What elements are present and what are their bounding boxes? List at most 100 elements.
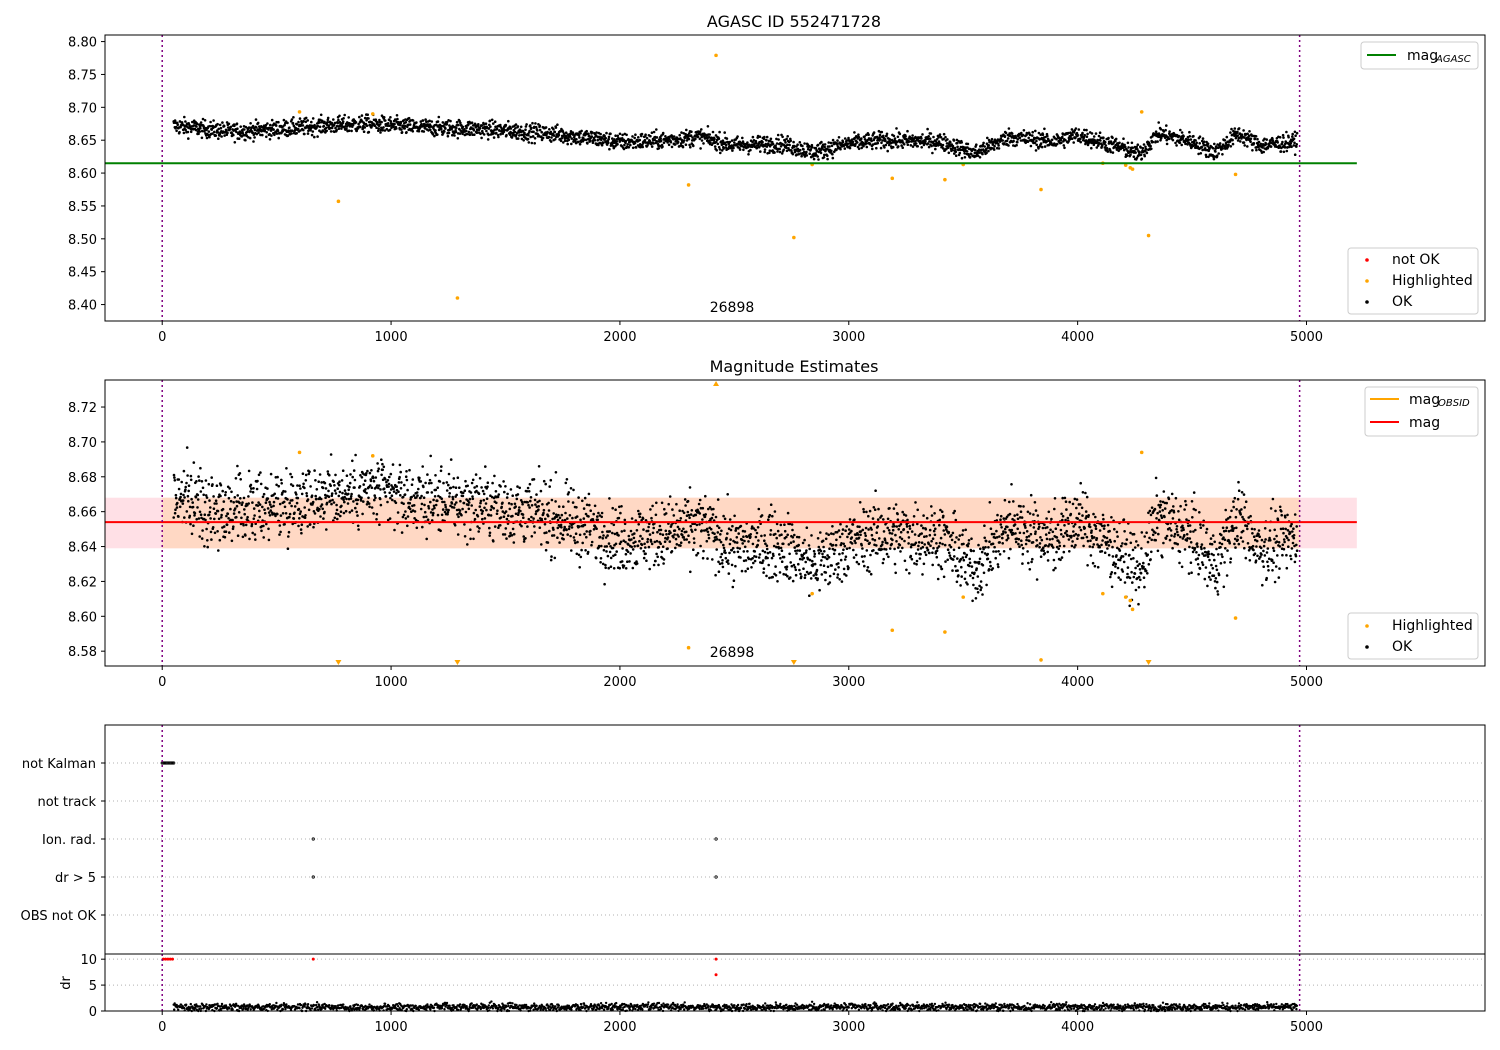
ok-point	[184, 488, 187, 492]
ok-point	[530, 515, 533, 519]
ok-point	[728, 518, 732, 521]
ok-point	[392, 487, 396, 490]
ok-point	[623, 518, 627, 522]
ok-point	[343, 495, 347, 499]
ok-point	[301, 472, 305, 476]
ok-point	[608, 147, 611, 151]
ok-point	[289, 472, 292, 476]
y-tick-label: 8.45	[68, 266, 97, 281]
ok-point	[486, 481, 490, 485]
ok-point	[276, 497, 280, 500]
ok-point	[826, 565, 830, 569]
ok-point	[530, 141, 534, 145]
ok-point	[380, 458, 383, 462]
ok-point	[1003, 135, 1007, 138]
ok-point	[839, 147, 842, 151]
ok-point	[363, 116, 367, 120]
ok-point	[832, 572, 836, 576]
ok-point	[928, 137, 932, 140]
ok-point	[622, 147, 626, 151]
ok-point	[587, 515, 590, 518]
ok-point	[780, 133, 783, 137]
ok-point	[587, 492, 591, 496]
ok-point	[423, 510, 427, 514]
ok-point	[308, 523, 312, 526]
ok-point	[198, 510, 202, 514]
ok-point	[458, 132, 462, 135]
ok-point	[538, 124, 542, 127]
ok-point	[561, 130, 565, 133]
ok-point	[463, 523, 466, 526]
ok-point	[311, 130, 315, 133]
ok-point	[783, 139, 787, 142]
ok-point	[430, 491, 434, 494]
ok-point	[481, 489, 485, 493]
ok-point	[595, 131, 598, 134]
ok-point	[926, 127, 929, 131]
ok-point	[394, 501, 398, 505]
ok-point	[705, 527, 709, 531]
ok-point	[389, 488, 393, 491]
ok-point	[489, 494, 492, 498]
ok-point	[406, 488, 409, 492]
ok-point	[471, 495, 474, 498]
ok-point	[497, 135, 500, 139]
ok-point	[470, 121, 474, 124]
ok-point	[609, 545, 612, 548]
ok-point	[623, 529, 626, 532]
ok-point	[460, 513, 463, 517]
ok-point	[208, 499, 211, 502]
ok-point	[665, 533, 668, 536]
ok-point	[644, 552, 647, 555]
ok-point	[448, 495, 451, 498]
ok-point	[552, 127, 555, 131]
ok-point	[396, 117, 399, 121]
ok-point	[904, 135, 907, 138]
ok-point	[1062, 144, 1066, 147]
ok-point	[720, 562, 724, 565]
ok-point	[520, 524, 523, 528]
ok-point	[1295, 131, 1299, 135]
ok-point	[516, 493, 520, 496]
ok-point	[205, 136, 209, 140]
ok-point	[714, 515, 718, 519]
ok-point	[668, 137, 671, 141]
ok-point	[306, 132, 310, 135]
ok-point	[530, 126, 533, 130]
ok-point	[335, 128, 338, 132]
ok-point	[798, 549, 802, 552]
ok-point	[240, 503, 244, 507]
ok-point	[365, 491, 368, 495]
ok-point	[661, 131, 665, 135]
ok-point	[196, 493, 200, 497]
ok-point	[738, 148, 742, 151]
ok-point	[581, 499, 584, 503]
ok-point	[753, 145, 757, 148]
ok-point	[808, 594, 811, 597]
ok-point	[284, 490, 287, 493]
ok-point	[823, 143, 827, 146]
ok-point	[228, 487, 231, 490]
ok-point	[927, 137, 930, 141]
ok-point	[258, 515, 262, 519]
ok-point	[491, 481, 494, 485]
ok-point	[522, 139, 525, 142]
ok-point	[760, 534, 763, 538]
ok-point	[778, 571, 782, 574]
ok-point	[650, 131, 654, 134]
ok-point	[381, 478, 385, 482]
ok-point	[510, 136, 514, 139]
ok-point	[196, 498, 200, 501]
ok-point	[1077, 128, 1081, 131]
ok-point	[347, 129, 351, 132]
ok-point	[842, 548, 845, 552]
ok-point	[275, 132, 279, 135]
ok-point	[1157, 121, 1160, 124]
ok-point	[337, 127, 341, 130]
highlighted-point	[297, 110, 302, 114]
ok-point	[341, 120, 345, 123]
ok-point	[1242, 141, 1246, 144]
ok-point	[880, 141, 883, 145]
ok-point	[974, 154, 978, 158]
